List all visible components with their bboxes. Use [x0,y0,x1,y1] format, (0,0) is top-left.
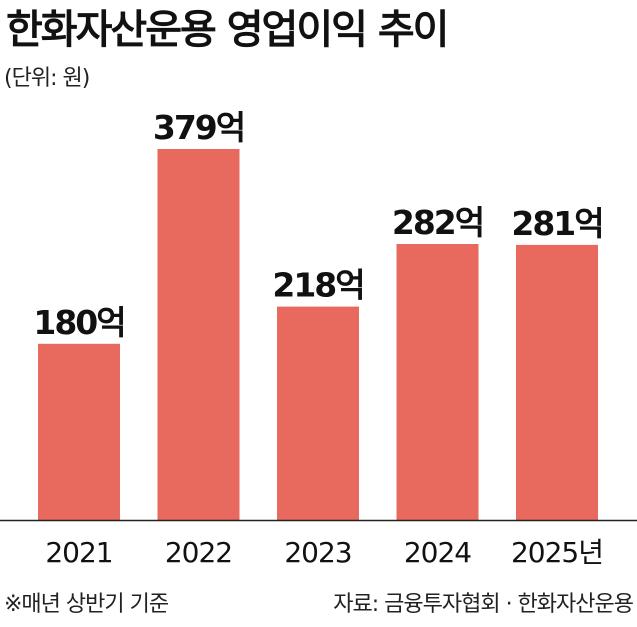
x-tick-label-2022: 2022 [165,536,232,569]
data-label-2024: 282억 [392,203,483,242]
bar-chart: 180억 2021 379억 2022 218억 2023 282억 2024 281억 2025… [0,108,637,569]
bar-2022 [157,149,240,520]
data-label-2023: 218억 [272,266,363,305]
unit-note: (단위: 원) [4,66,90,91]
chart-title: 한화자산운용 영업이익 추이 [6,7,449,53]
bar-2023 [277,306,359,520]
data-label-2021: 180억 [33,303,124,342]
bar-2025년 [516,244,598,520]
x-tick-label-2025년: 2025년 [511,536,603,569]
x-tick-label-2024: 2024 [404,536,471,569]
x-tick-label-2023: 2023 [284,536,351,569]
data-label-2025년: 281억 [511,204,602,243]
bar-2021 [38,343,120,520]
source-note: 자료: 금융투자협회 · 한화자산운용 [333,592,634,617]
footnote: ※매년 상반기 기준 [4,592,169,617]
bar-2024 [396,244,479,520]
data-label-2022: 379억 [153,108,244,147]
x-tick-label-2021: 2021 [45,536,112,569]
